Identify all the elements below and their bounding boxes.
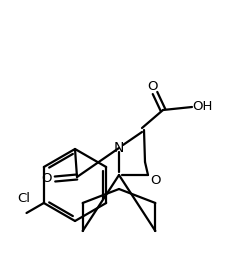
Text: O: O [150,174,161,188]
Text: Cl: Cl [17,192,30,205]
Text: O: O [42,172,52,185]
Text: OH: OH [191,101,211,114]
Text: O: O [147,80,158,93]
Text: N: N [113,141,124,155]
